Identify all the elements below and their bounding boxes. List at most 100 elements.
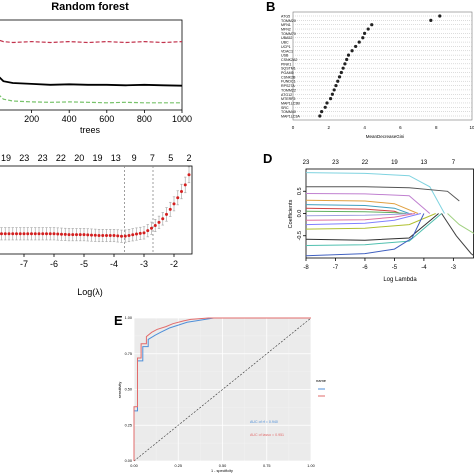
gini-gene-label: MFN1 bbox=[281, 23, 291, 27]
gini-gene-label: MAP1LC3B bbox=[281, 101, 300, 105]
panel-e: E 0.00 0.25 0.50 0.75 1.00 0.00 0.25 0.50 0.75 1.… bbox=[114, 313, 327, 473]
roc-legend-title: name bbox=[316, 378, 327, 383]
roc-x-tick-label: 0.00 bbox=[130, 464, 137, 468]
panel-e-letter: E bbox=[114, 313, 123, 328]
panel-c-frame bbox=[0, 165, 193, 255]
gini-gene-label: TOMM40 bbox=[281, 110, 296, 114]
cv-x-tick-label: -6 bbox=[50, 259, 58, 269]
gini-point bbox=[318, 114, 322, 118]
cv-top-tick-label: 20 bbox=[74, 153, 84, 163]
cv-mean-point bbox=[116, 234, 120, 238]
cv-mean-point bbox=[63, 232, 67, 236]
gini-gene-label: TOMM70 bbox=[281, 32, 296, 36]
panel-b-frame bbox=[292, 11, 473, 121]
coef-x-axis-title: Log Lambda bbox=[383, 277, 417, 283]
coef-top-tick-label: 19 bbox=[391, 160, 398, 166]
coef-path-13 bbox=[305, 213, 425, 257]
cv-top-tick-label: 19 bbox=[92, 153, 102, 163]
gini-x-tick-label: 10 bbox=[469, 125, 474, 130]
gini-gene-label: TOMM22 bbox=[281, 88, 296, 92]
gini-point bbox=[334, 83, 338, 88]
cv-mean-point bbox=[82, 233, 86, 237]
gini-gene-label: UCP1 bbox=[281, 45, 291, 49]
panel-d: D 23 23 22 19 13 7 -8 -7 -6 -5 -4 -3 -0.5 0.0 0.5Coeff… bbox=[263, 151, 474, 283]
roc-y-tick-label: 0.75 bbox=[125, 352, 132, 356]
cv-x-tick-label: -3 bbox=[140, 259, 148, 269]
gini-gene-label: ATG12 bbox=[281, 93, 292, 97]
panel-b: B ATG5TOMM20MFN1MFN2TOMM70UBA52UBCUCP1VD… bbox=[266, 0, 474, 139]
cv-mean-point bbox=[45, 232, 48, 236]
cv-mean-point bbox=[33, 232, 37, 236]
gini-gene-label: RPS27A bbox=[281, 84, 295, 88]
cv-mean-point bbox=[187, 173, 191, 177]
gini-gene-label: VDAC1 bbox=[281, 49, 293, 53]
cv-mean-point bbox=[172, 202, 176, 206]
panel-c: 19 23 23 22 20 19 13 9 7 5 2 -7 -6 -5 -4 -3 -2 Log(λ) bbox=[0, 153, 193, 297]
cv-mean-point bbox=[176, 196, 180, 200]
gini-x-axis-title: MeanDecreaseGini bbox=[366, 134, 405, 139]
panel-b-letter: B bbox=[266, 0, 275, 14]
rf-x-tick-label: 800 bbox=[137, 114, 152, 124]
panel-d-letter: D bbox=[263, 151, 272, 166]
cv-x-tick-label: -2 bbox=[170, 259, 178, 269]
rf-x-tick-label: 200 bbox=[24, 114, 39, 124]
cv-mean-point bbox=[153, 224, 157, 228]
coef-top-tick-label: 23 bbox=[303, 160, 310, 166]
cv-mean-point bbox=[3, 232, 7, 236]
cv-mean-point bbox=[52, 232, 56, 236]
coef-path-9 bbox=[305, 213, 422, 226]
coef-path-15 bbox=[441, 213, 474, 257]
roc-auc-annotation: AUC of lasso = 0.951 bbox=[250, 433, 284, 437]
roc-x-tick-label: 1.00 bbox=[307, 464, 314, 468]
rf-series-line-2 bbox=[0, 95, 182, 104]
cv-mean-point bbox=[11, 232, 15, 236]
gini-point bbox=[325, 101, 329, 105]
gini-gene-label: PGAM5 bbox=[281, 71, 294, 75]
coef-x-tick-label: -4 bbox=[421, 265, 427, 271]
coef-path-7 bbox=[305, 213, 413, 217]
cv-top-tick-label: 13 bbox=[111, 153, 121, 163]
roc-auc-annotation: AUC of rf = 0.940 bbox=[250, 420, 278, 424]
cv-mean-point bbox=[120, 234, 123, 238]
cv-mean-point bbox=[71, 233, 75, 237]
cv-top-tick-label: 23 bbox=[38, 153, 48, 163]
cv-x-tick-label: -5 bbox=[80, 259, 88, 269]
gini-point bbox=[332, 88, 336, 92]
gini-point bbox=[345, 57, 349, 62]
cv-mean-point bbox=[78, 233, 82, 237]
cv-mean-point bbox=[101, 234, 105, 238]
gini-gene-label: SQSTM1 bbox=[281, 67, 296, 71]
coef-path-11 bbox=[305, 213, 439, 241]
coef-path-8 bbox=[305, 213, 416, 221]
gini-point bbox=[370, 23, 374, 27]
cv-top-tick-label: 19 bbox=[1, 153, 11, 163]
cv-mean-point bbox=[142, 231, 146, 235]
gini-gene-label: USB bbox=[281, 54, 289, 58]
gini-point bbox=[343, 62, 347, 66]
coef-top-tick-label: 7 bbox=[452, 160, 456, 166]
cv-mean-point bbox=[7, 232, 11, 236]
gini-point bbox=[346, 53, 351, 57]
cv-mean-point bbox=[26, 232, 30, 236]
coef-x-tick-label: -7 bbox=[333, 265, 339, 271]
coef-path-0 bbox=[305, 172, 445, 214]
cv-top-tick-label: 5 bbox=[168, 153, 173, 163]
gini-gene-label: UBA52 bbox=[281, 36, 292, 40]
panel-a-frame bbox=[0, 19, 183, 111]
roc-y-axis-title: sensitivity bbox=[118, 382, 122, 399]
roc-x-tick-label: 0.75 bbox=[263, 464, 270, 468]
cv-top-tick-label: 9 bbox=[132, 153, 137, 163]
cv-mean-point bbox=[127, 234, 131, 238]
rf-x-tick-label: 600 bbox=[99, 114, 114, 124]
gini-point bbox=[337, 75, 342, 79]
cv-mean-point bbox=[86, 233, 90, 237]
cv-mean-point bbox=[161, 217, 165, 221]
cv-mean-point bbox=[150, 226, 153, 230]
panel-a-title: Random forest bbox=[51, 1, 129, 13]
coef-path-4 bbox=[305, 204, 410, 214]
cv-mean-point bbox=[108, 234, 112, 238]
gini-point bbox=[354, 44, 358, 49]
gini-point bbox=[366, 27, 370, 31]
cv-x-axis-title: Log(λ) bbox=[77, 287, 103, 297]
coef-y-tick-label: -0.5 bbox=[297, 231, 303, 240]
